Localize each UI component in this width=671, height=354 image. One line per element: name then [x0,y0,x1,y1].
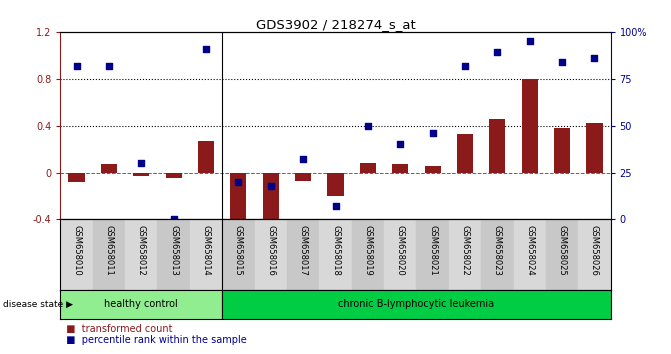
Bar [392,164,409,172]
Bar [158,219,190,290]
Text: GSM658016: GSM658016 [266,225,275,276]
Point [395,142,405,147]
Point [136,160,147,166]
Bar [222,219,254,290]
Point [460,63,470,68]
Point [427,130,438,136]
Bar [262,172,279,229]
Bar [327,172,344,196]
Text: GSM658022: GSM658022 [460,225,470,276]
Bar [68,172,85,182]
Bar [319,219,352,290]
Text: GSM658012: GSM658012 [137,225,146,276]
Text: GSM658024: GSM658024 [525,225,534,276]
Bar [287,219,319,290]
Bar [101,164,117,172]
Bar [481,219,513,290]
Title: GDS3902 / 218274_s_at: GDS3902 / 218274_s_at [256,18,415,31]
Bar [352,219,384,290]
Point [71,63,82,68]
Bar [417,219,449,290]
Text: GSM658023: GSM658023 [493,225,502,276]
Bar [93,219,125,290]
Bar [384,219,417,290]
Text: GSM658019: GSM658019 [364,225,372,276]
Bar [360,163,376,172]
Text: GSM658017: GSM658017 [299,225,307,276]
Text: GSM658011: GSM658011 [105,225,113,276]
Text: GSM658018: GSM658018 [331,225,340,276]
Text: GSM658026: GSM658026 [590,225,599,276]
Text: healthy control: healthy control [105,299,178,309]
Bar [546,219,578,290]
Bar [586,123,603,172]
Text: GSM658021: GSM658021 [428,225,437,276]
Bar [222,290,611,319]
Text: disease state ▶: disease state ▶ [3,300,73,309]
Point [103,63,114,68]
Bar [60,290,222,319]
Bar [190,219,222,290]
Bar [254,219,287,290]
Bar [489,119,505,172]
Bar [449,219,481,290]
Bar [60,219,93,290]
Point [266,183,276,189]
Point [201,46,211,52]
Bar [425,166,441,172]
Bar [166,172,182,178]
Text: GSM658015: GSM658015 [234,225,243,276]
Bar [125,219,158,290]
Text: GSM658013: GSM658013 [169,225,178,276]
Bar [513,219,546,290]
Point [298,156,309,162]
Text: GSM658020: GSM658020 [396,225,405,276]
Point [589,55,600,61]
Text: GSM658025: GSM658025 [558,225,566,276]
Point [362,123,373,129]
Text: ■  percentile rank within the sample: ■ percentile rank within the sample [60,335,247,345]
Text: GSM658010: GSM658010 [72,225,81,276]
Text: GSM658014: GSM658014 [201,225,211,276]
Bar [198,141,214,172]
Point [557,59,568,65]
Point [330,204,341,209]
Bar [295,172,311,181]
Text: chronic B-lymphocytic leukemia: chronic B-lymphocytic leukemia [338,299,495,309]
Point [492,50,503,55]
Text: ■  transformed count: ■ transformed count [60,324,173,334]
Bar [554,128,570,172]
Bar [230,172,246,234]
Bar [457,134,473,172]
Bar [578,219,611,290]
Point [524,38,535,44]
Point [233,179,244,185]
Bar [134,172,150,176]
Bar [521,79,537,172]
Point [168,217,179,222]
